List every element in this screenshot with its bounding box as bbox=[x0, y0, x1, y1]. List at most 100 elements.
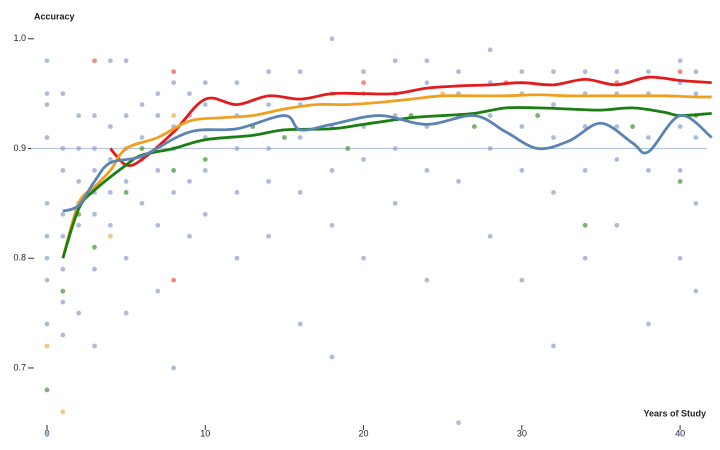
scatter-point bbox=[582, 124, 588, 129]
scatter-point bbox=[155, 222, 161, 228]
scatter-point bbox=[123, 310, 129, 316]
scatter-point bbox=[123, 58, 129, 64]
scatter-point bbox=[44, 321, 50, 327]
scatter-point bbox=[677, 168, 683, 173]
scatter-point bbox=[139, 200, 145, 206]
scatter-point bbox=[646, 135, 651, 140]
scatter-point bbox=[107, 157, 113, 162]
scatter-point bbox=[202, 157, 208, 162]
scatter-point bbox=[693, 69, 699, 75]
scatter-point bbox=[171, 113, 177, 118]
scatter-point bbox=[234, 146, 240, 151]
scatter-point bbox=[92, 343, 97, 349]
scatter-point bbox=[551, 69, 556, 75]
y-tick-label: 1.0 bbox=[13, 33, 26, 43]
scatter-point bbox=[329, 168, 335, 173]
scatter-point bbox=[234, 80, 240, 86]
scatter-point bbox=[614, 124, 620, 129]
scatter-point bbox=[266, 102, 272, 108]
scatter-point bbox=[456, 179, 461, 184]
scatter-point bbox=[329, 222, 335, 228]
scatter-point bbox=[424, 58, 430, 64]
scatter-point bbox=[677, 124, 683, 129]
scatter-point bbox=[92, 146, 97, 151]
scatter-point bbox=[693, 91, 699, 97]
scatter-point bbox=[551, 135, 556, 140]
scatter-point bbox=[551, 343, 556, 349]
scatter-point bbox=[266, 146, 272, 151]
scatter-point bbox=[456, 420, 461, 426]
scatter-point bbox=[107, 124, 113, 129]
scatter-point bbox=[171, 80, 177, 86]
scatter-point bbox=[187, 179, 192, 184]
scatter-point bbox=[677, 179, 683, 184]
scatter-point bbox=[202, 102, 208, 108]
scatter-point bbox=[297, 69, 303, 75]
y-tick-label: 0.7 bbox=[13, 362, 26, 372]
scatter-point bbox=[677, 58, 683, 64]
x-tick-label: 20 bbox=[359, 428, 369, 438]
scatter-point bbox=[107, 233, 113, 239]
scatter-point bbox=[107, 58, 113, 64]
scatter-point bbox=[487, 146, 493, 151]
scatter-point bbox=[44, 102, 50, 108]
scatter-point bbox=[44, 233, 50, 239]
scatter-point bbox=[187, 91, 192, 97]
scatter-point bbox=[171, 189, 177, 195]
scatter-point bbox=[234, 255, 240, 261]
scatter-point bbox=[123, 113, 129, 118]
scatter-point bbox=[92, 168, 97, 173]
scatter-point bbox=[345, 146, 351, 151]
scatter-point bbox=[282, 135, 287, 140]
scatter-point bbox=[60, 288, 66, 294]
scatter-point bbox=[76, 179, 82, 184]
scatter-point bbox=[487, 233, 493, 239]
scatter-point bbox=[519, 277, 525, 283]
scatter-point bbox=[92, 266, 97, 272]
scatter-point bbox=[519, 124, 525, 129]
scatter-point bbox=[123, 179, 129, 184]
scatter-point bbox=[693, 288, 699, 294]
y-tick-label: 0.9 bbox=[13, 143, 26, 153]
scatter-point bbox=[202, 80, 208, 86]
scatter-point bbox=[646, 321, 651, 327]
scatter-point bbox=[60, 299, 66, 305]
scatter-point bbox=[60, 168, 66, 173]
scatter-point bbox=[392, 146, 398, 151]
scatter-point bbox=[123, 255, 129, 261]
scatter-point bbox=[60, 409, 66, 415]
scatter-point bbox=[456, 69, 461, 75]
trend-line bbox=[62, 114, 713, 213]
scatter-point bbox=[582, 168, 588, 173]
x-tick-label: 30 bbox=[517, 428, 527, 438]
scatter-point bbox=[139, 102, 145, 108]
scatter-point bbox=[123, 189, 129, 195]
scatter-point bbox=[614, 69, 620, 75]
scatter-point bbox=[171, 365, 177, 371]
scatter-point bbox=[646, 69, 651, 75]
trend-line bbox=[109, 75, 712, 168]
scatter-point bbox=[155, 168, 161, 173]
scatter-point bbox=[76, 222, 82, 228]
scatter-point bbox=[519, 69, 525, 75]
scatter-point bbox=[202, 211, 208, 217]
scatter-point bbox=[76, 146, 82, 151]
trend-line bbox=[61, 93, 712, 259]
scatter-point bbox=[551, 102, 556, 108]
scatter-point bbox=[60, 233, 66, 239]
scatter-point bbox=[171, 168, 177, 173]
scatter-point bbox=[44, 91, 50, 97]
scatter-point bbox=[471, 124, 477, 129]
scatter-point bbox=[361, 157, 366, 162]
scatter-point bbox=[76, 113, 82, 118]
scatter-point bbox=[44, 343, 50, 349]
scatter-point bbox=[424, 80, 430, 86]
scatter-point bbox=[361, 69, 366, 75]
scatter-point bbox=[297, 189, 303, 195]
scatter-point bbox=[92, 58, 97, 64]
scatter-point bbox=[266, 233, 272, 239]
scatter-point bbox=[424, 168, 430, 173]
y-tick-label: 0.8 bbox=[13, 253, 26, 263]
scatter-point bbox=[92, 113, 97, 118]
